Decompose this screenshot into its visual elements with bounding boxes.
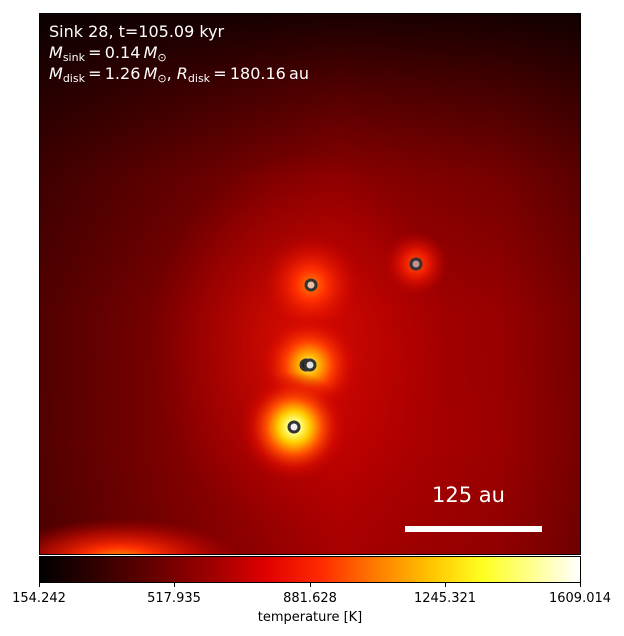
sink-time-label: Sink 28, t=105.09 kyr [49, 22, 225, 41]
sink-marker [304, 278, 318, 292]
colorbar [39, 556, 581, 583]
colorbar-tick [39, 583, 40, 587]
colorbar-tick [445, 583, 446, 587]
colorbar-tick [174, 583, 175, 587]
colorbar-tick-label: 154.242 [12, 591, 66, 606]
sink-mass-label: Msink = 0.14 M⊙ [49, 43, 167, 64]
colorbar-tick-label: 517.935 [147, 591, 201, 606]
sink-marker [287, 420, 301, 434]
colorbar-tick-label: 1245.321 [413, 591, 477, 606]
colorbar-tick-label: 881.628 [283, 591, 337, 606]
disk-properties-label: Mdisk = 1.26 M⊙, Rdisk = 180.16 au [49, 64, 309, 85]
temperature-field [40, 14, 580, 554]
sink-marker [303, 358, 317, 372]
colorbar-tick [310, 583, 311, 587]
scale-bar [405, 526, 542, 532]
temperature-map [39, 13, 581, 555]
colorbar-label: temperature [K] [257, 610, 363, 625]
scale-bar-label: 125 au [432, 483, 505, 507]
colorbar-tick-label: 1609.014 [548, 591, 612, 606]
colorbar-tick [580, 583, 581, 587]
sink-marker [409, 257, 423, 271]
